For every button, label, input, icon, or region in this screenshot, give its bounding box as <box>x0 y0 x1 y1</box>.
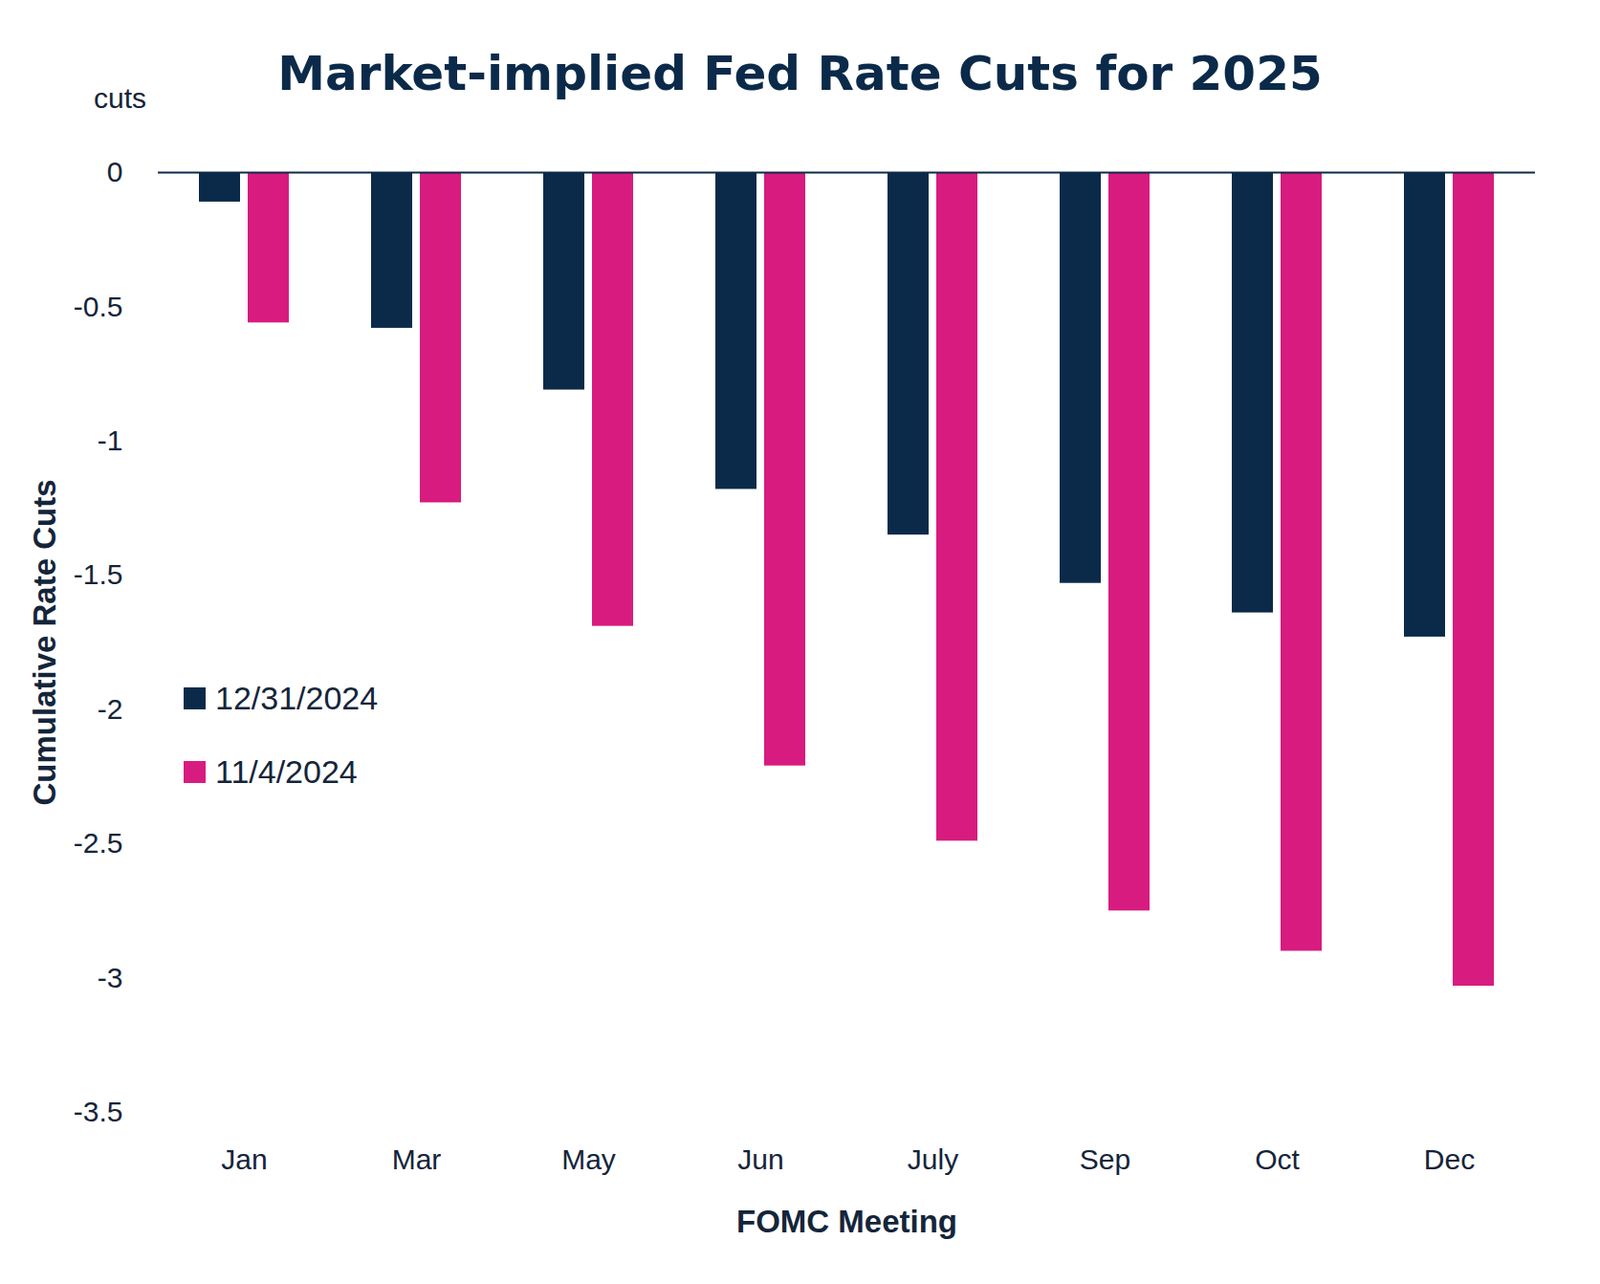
svg-text:-3.5: -3.5 <box>73 1095 124 1128</box>
svg-text:-3: -3 <box>97 962 124 994</box>
svg-text:0: 0 <box>107 155 124 188</box>
svg-text:-1: -1 <box>97 424 124 457</box>
svg-text:-2.5: -2.5 <box>73 827 124 859</box>
svg-text:Mar: Mar <box>392 1143 442 1176</box>
svg-text:Dec: Dec <box>1424 1143 1475 1176</box>
svg-text:Cumulative Rate Cuts: Cumulative Rate Cuts <box>26 479 63 806</box>
svg-text:Jan: Jan <box>220 1143 267 1176</box>
svg-text:Sep: Sep <box>1079 1143 1131 1176</box>
svg-text:Oct: Oct <box>1254 1143 1300 1176</box>
svg-text:Jun: Jun <box>737 1143 784 1176</box>
svg-text:FOMC Meeting: FOMC Meeting <box>736 1204 958 1240</box>
svg-text:-1.5: -1.5 <box>73 558 124 591</box>
svg-text:-0.5: -0.5 <box>73 290 124 323</box>
html-text:11/4/2024: 11/4/2024 <box>215 753 358 790</box>
html-text:12/31/2024: 12/31/2024 <box>215 679 378 717</box>
svg-text:July: July <box>907 1143 959 1176</box>
html-text:cuts: cuts <box>93 82 147 114</box>
svg-text:-2: -2 <box>97 693 124 725</box>
svg-text:May: May <box>561 1143 616 1176</box>
html-text:Market-implied Fed Rate Cuts f: Market-implied Fed Rate Cuts for 2025 <box>277 45 1323 102</box>
